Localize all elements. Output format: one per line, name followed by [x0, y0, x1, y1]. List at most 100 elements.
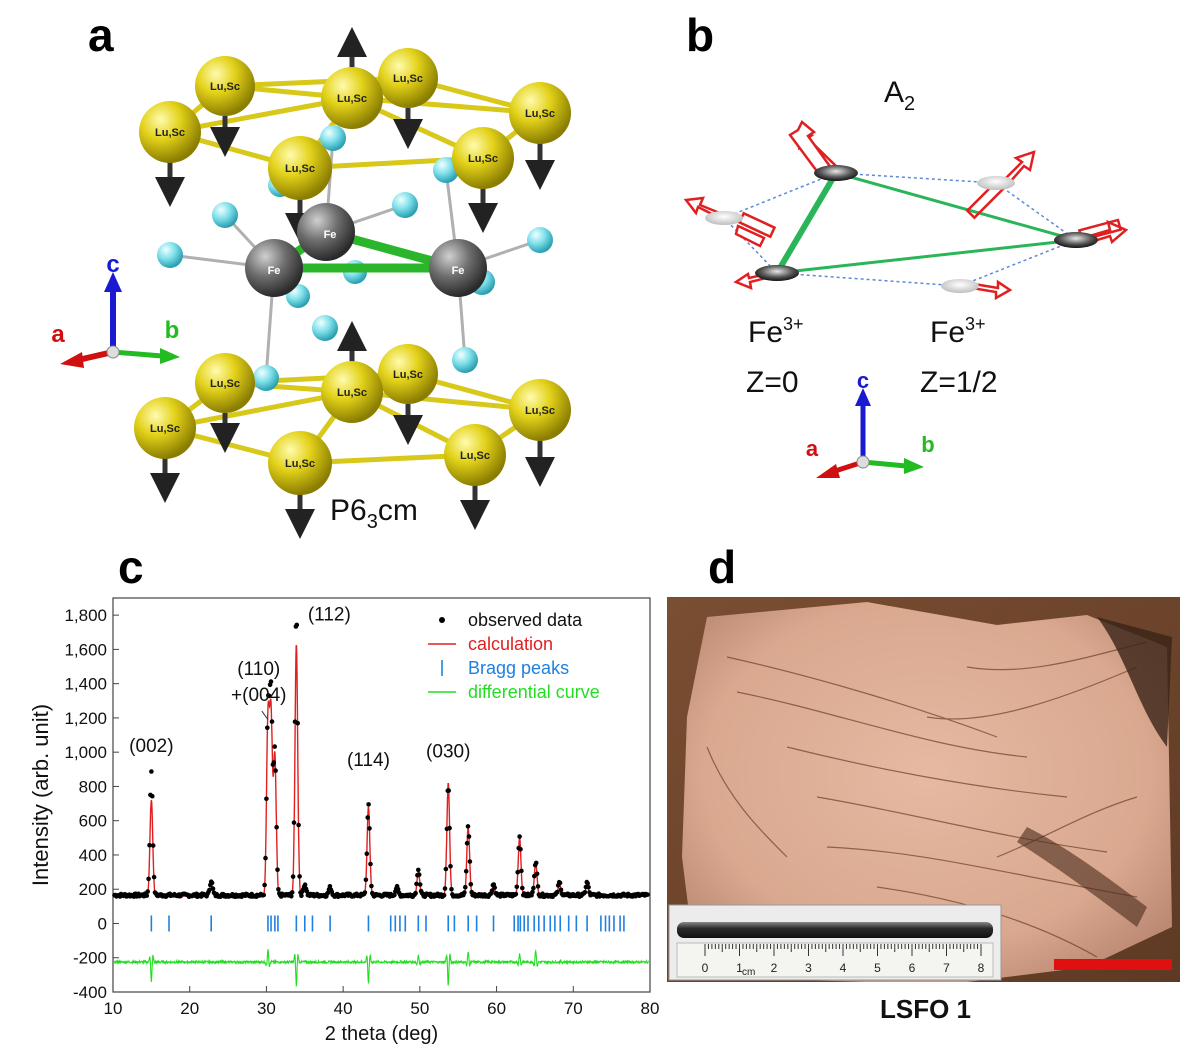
lusc-label: Lu,Sc [285, 458, 315, 470]
fe-label: Fe [324, 229, 337, 241]
y-tick-label: -400 [73, 983, 107, 1002]
observed-point [416, 867, 421, 873]
observed-point [519, 868, 524, 874]
observed-point [466, 834, 472, 839]
y-tick-label: 1,600 [64, 640, 107, 659]
y-tick-label: -200 [73, 949, 107, 968]
observed-point [442, 886, 448, 891]
observed-point [297, 874, 302, 879]
observed-point [492, 885, 498, 890]
observed-point [447, 825, 452, 831]
y-tick-label: 1,400 [64, 675, 107, 694]
observed-point [413, 890, 418, 896]
observed-point [585, 881, 590, 886]
dark-flaw [1017, 827, 1147, 927]
observed-point [363, 877, 369, 883]
panel-d-caption: LSFO 1 [880, 994, 972, 1024]
observed-point [364, 851, 370, 856]
lusc-label: Lu,Sc [525, 108, 555, 120]
observed-point [517, 834, 522, 839]
observed-point [295, 720, 301, 726]
panel-a-letter: a [88, 9, 114, 61]
fe-z0-triangle [774, 171, 1077, 275]
lusc-label: Lu,Sc [337, 93, 367, 105]
panel-c-xrd-chart: 10 20 30 40 50 60 70 80 -400 -200 0 200 400 600 800 1,0… [28, 597, 659, 1045]
observed-point [207, 887, 212, 893]
axis-b-label-b: b [921, 432, 934, 457]
bragg-peaks [150, 915, 625, 932]
observed-point [275, 867, 280, 872]
observed-point [289, 894, 294, 899]
lusc-atoms: Lu,Sc Lu,Sc Lu,Sc Lu,Sc Lu,Sc Lu,Sc Lu,S… [134, 48, 571, 495]
peak-label: (110) [237, 659, 280, 680]
panel-b-letter: b [686, 9, 715, 61]
y-tick-label: 1,000 [64, 743, 107, 762]
lusc-label: Lu,Sc [393, 73, 423, 85]
observed-point [327, 884, 333, 889]
lusc-label: Lu,Sc [337, 387, 367, 399]
observed-point [271, 760, 277, 765]
observed-point [441, 892, 447, 898]
ruler-label: 7 [943, 961, 950, 975]
observed-point [395, 886, 401, 892]
ruler-labels: 0 1 2 3 4 5 6 7 8 [702, 961, 985, 975]
observed-point [261, 892, 267, 898]
panel-d-letter: d [708, 541, 737, 593]
observed-point [555, 889, 560, 895]
observed-point [463, 868, 469, 874]
fe-label: Fe [268, 265, 281, 277]
observed-point [150, 793, 155, 799]
ruler-unit: cm [742, 967, 755, 978]
observed-point [290, 874, 296, 879]
x-tick-label: 30 [257, 999, 276, 1018]
axes-triad-a: c a b [51, 251, 180, 368]
space-group-subscript: 3 [367, 511, 378, 533]
peak-label: (114) [347, 750, 390, 771]
ruler-label: 5 [874, 961, 881, 975]
axes-triad-b: c a b [806, 368, 935, 478]
observed-point [586, 885, 591, 890]
observed-point [294, 622, 300, 628]
observed-point [534, 871, 540, 877]
observed-point [210, 886, 216, 891]
ruler-label: 4 [840, 961, 847, 975]
mode-sub: 2 [904, 93, 915, 115]
panel-c-letter: c [118, 541, 144, 593]
fe-atom [297, 203, 355, 261]
lusc-label: Lu,Sc [210, 378, 240, 390]
legend: observed data calculation Bragg peaks diffe… [428, 610, 600, 702]
observed-point [368, 861, 373, 867]
legend-swatch-observed [439, 617, 445, 623]
y-tick-label: 400 [79, 846, 107, 865]
ruler-label: 0 [702, 961, 709, 975]
x-tick-label: 40 [334, 999, 353, 1018]
x-tick-label: 20 [180, 999, 199, 1018]
observed-point [467, 859, 473, 864]
ruler-label: 3 [805, 961, 812, 975]
lusc-label: Lu,Sc [525, 405, 555, 417]
observed-point [264, 796, 269, 802]
arrow-bodies [737, 180, 1123, 242]
observed-point [645, 892, 650, 897]
observed-point [448, 864, 453, 869]
observed-point [531, 885, 536, 891]
peak-labels: (002) (110) +(004) (112) (114) (030) [129, 604, 470, 771]
axis-a-label-b: a [806, 436, 819, 461]
observed-point [151, 874, 157, 880]
axis-a-label: a [51, 321, 65, 348]
observed-point [272, 744, 278, 749]
observed-point [302, 882, 308, 887]
observed-point [291, 820, 297, 825]
y-axis-label: Intensity (arb. unit) [28, 704, 53, 886]
space-group-label: P63cm [330, 494, 418, 533]
legend-label: differential curve [468, 682, 600, 702]
axis-b-label: b [165, 317, 180, 344]
observed-point [366, 802, 371, 807]
observed-point [515, 869, 520, 875]
observed-point [533, 860, 539, 866]
observed-point [276, 887, 281, 892]
x-tick-label: 60 [487, 999, 506, 1018]
displacement-arrows [150, 27, 555, 539]
dark-flaw [1097, 617, 1172, 747]
displacement-arrows-b [683, 120, 1129, 301]
